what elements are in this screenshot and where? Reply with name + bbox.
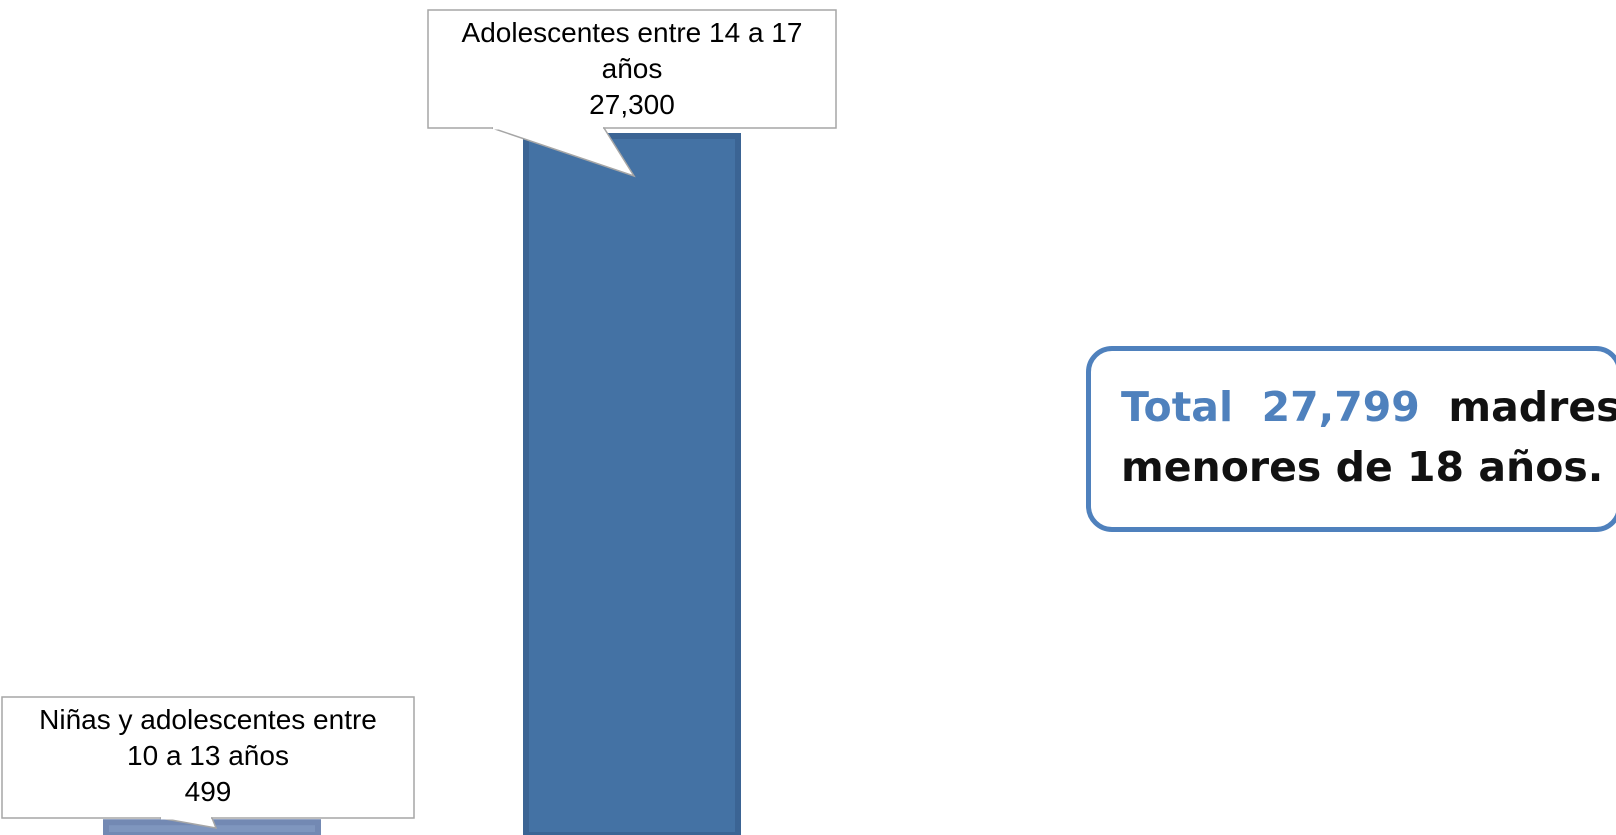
total-value: 27,799 bbox=[1261, 383, 1420, 431]
data-label-category: años bbox=[602, 53, 663, 84]
data-label-callout-1: Niñas y adolescentes entre 10 a 13 años 49… bbox=[1, 696, 415, 829]
bars-layer bbox=[103, 133, 741, 835]
data-label-value: 27,300 bbox=[589, 89, 675, 120]
total-label: Total bbox=[1121, 383, 1234, 431]
total-summary-box: Total 27,799 madres menores de 18 años. bbox=[1086, 346, 1616, 532]
total-unit-text: madres bbox=[1448, 383, 1616, 431]
data-label-value: 499 bbox=[185, 776, 232, 807]
data-label-category: Adolescentes entre 14 a 17 bbox=[462, 17, 803, 48]
total-summary-line-2: menores de 18 años. bbox=[1121, 443, 1604, 491]
callouts-layer: Niñas y adolescentes entre 10 a 13 años 49… bbox=[1, 9, 837, 829]
callout-box bbox=[427, 9, 837, 129]
data-label-category: 10 a 13 años bbox=[127, 740, 289, 771]
data-label-callout-2: Adolescentes entre 14 a 17 años 27,300 bbox=[427, 9, 837, 178]
bar-2 bbox=[523, 133, 741, 835]
data-label-category: Niñas y adolescentes entre bbox=[39, 704, 377, 735]
total-summary-line-1: Total 27,799 madres bbox=[1121, 377, 1616, 437]
